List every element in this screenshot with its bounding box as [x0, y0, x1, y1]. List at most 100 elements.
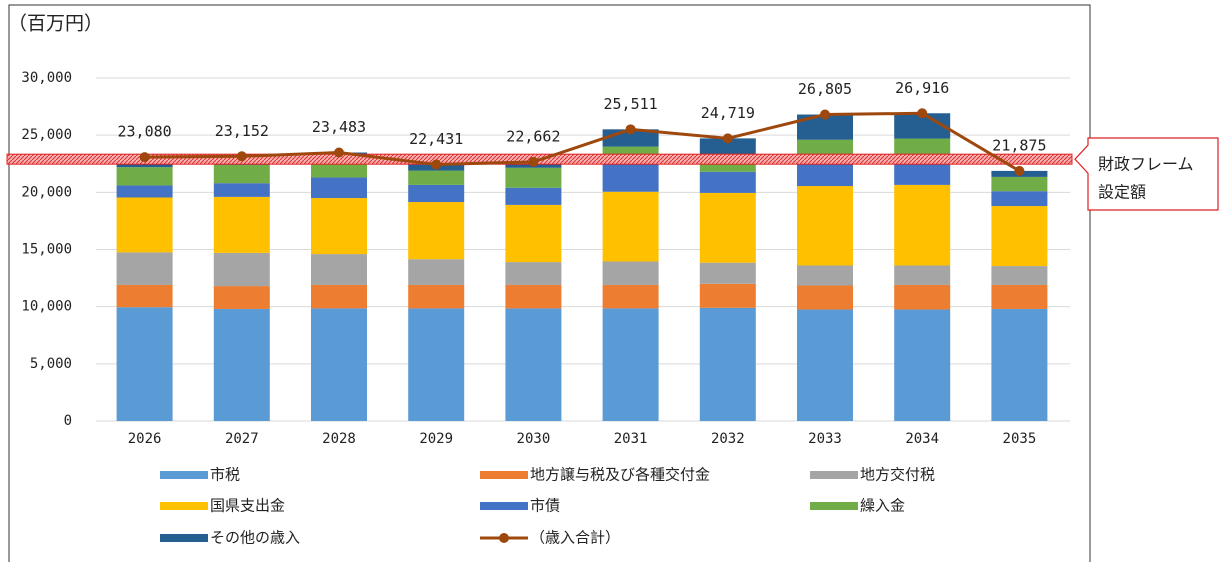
- bar-segment: [797, 186, 853, 266]
- total-point: [431, 159, 442, 170]
- legend-label: 地方交付税: [860, 466, 935, 484]
- bar-segment: [991, 176, 1048, 192]
- bar-segment: [699, 138, 756, 159]
- bar-segment: [408, 184, 465, 203]
- data-label: 23,080: [118, 123, 172, 141]
- total-point: [139, 152, 150, 163]
- legend-swatch: [160, 502, 208, 510]
- callout-text: 設定額: [1098, 183, 1146, 202]
- y-tick-label: 15,000: [21, 242, 72, 258]
- y-tick-label: 5,000: [30, 356, 72, 372]
- y-tick-label: 20,000: [21, 184, 72, 200]
- data-label: 22,431: [409, 130, 463, 148]
- legend-label: 地方譲与税及び各種交付金: [530, 466, 710, 484]
- legend-swatch: [160, 471, 208, 479]
- legend-label: その他の歳入: [210, 529, 300, 547]
- bar-segment: [602, 146, 659, 159]
- total-point: [528, 156, 539, 167]
- bar-segment: [408, 259, 465, 285]
- bar-segment: [213, 183, 270, 197]
- bar-segment: [991, 284, 1048, 309]
- legend-label: 国県支出金: [210, 497, 285, 515]
- total-point: [820, 109, 830, 120]
- callout-text: 財政フレーム: [1098, 155, 1194, 174]
- x-tick-label: 2031: [614, 431, 648, 447]
- bar-segment: [991, 308, 1048, 421]
- bar-segment: [116, 197, 173, 253]
- legend-swatch: [810, 471, 858, 479]
- data-label: 26,916: [895, 79, 949, 97]
- bar-segment: [505, 187, 562, 205]
- bar-segment: [311, 254, 367, 285]
- total-point: [917, 108, 928, 119]
- bar-segment: [894, 184, 951, 266]
- x-tick-label: 2035: [1003, 431, 1037, 447]
- bar-segment: [505, 284, 562, 309]
- bar-segment: [602, 191, 659, 262]
- bar-segment: [797, 285, 853, 310]
- data-label: 22,662: [506, 127, 560, 145]
- bar-segment: [797, 265, 853, 286]
- data-label: 21,875: [992, 136, 1046, 154]
- legend-swatch: [160, 534, 208, 542]
- bar-segment: [213, 286, 270, 309]
- bar-segment: [699, 171, 756, 193]
- data-label: 26,805: [798, 80, 852, 98]
- x-tick-label: 2026: [128, 431, 162, 447]
- bar-segment: [991, 191, 1048, 207]
- bar-segment: [894, 284, 951, 310]
- bar-segment: [408, 284, 465, 309]
- bar-segment: [602, 261, 659, 285]
- x-tick-label: 2028: [322, 431, 356, 447]
- y-tick-label: 25,000: [21, 127, 72, 143]
- x-tick-label: 2032: [711, 431, 745, 447]
- bar-segment: [699, 307, 756, 421]
- legend-swatch: [810, 502, 858, 510]
- bar-segment: [311, 308, 367, 421]
- data-label: 23,483: [312, 118, 366, 136]
- bar-segment: [311, 284, 367, 309]
- bar-segment: [894, 309, 951, 421]
- x-tick-label: 2030: [517, 431, 551, 447]
- legend-label: 市債: [530, 497, 560, 515]
- bar-segment: [213, 196, 270, 253]
- bar-segment: [213, 164, 270, 184]
- data-label: 24,719: [701, 104, 755, 122]
- legend-swatch: [480, 502, 528, 510]
- frame: [8, 4, 1091, 562]
- bar-segment: [311, 177, 367, 199]
- bar-segment: [894, 265, 951, 285]
- bar-segment: [116, 252, 173, 285]
- x-tick-label: 2033: [808, 431, 842, 447]
- total-point: [625, 124, 636, 135]
- bar-segment: [213, 308, 270, 421]
- bar-segment: [699, 283, 756, 308]
- y-tick-label: 0: [64, 413, 72, 429]
- legend-dot: [499, 533, 509, 543]
- legend-swatch: [480, 471, 528, 479]
- bar-segment: [408, 202, 465, 260]
- legend-label: （歳入合計）: [530, 529, 620, 547]
- bar-segment: [408, 170, 465, 185]
- x-tick-label: 2034: [905, 431, 939, 447]
- data-label: 23,152: [215, 122, 269, 140]
- legend-label: 市税: [210, 466, 240, 484]
- y-tick-label: 10,000: [21, 299, 72, 315]
- bar-segment: [213, 252, 270, 287]
- bar-segment: [505, 204, 562, 263]
- bar-segment: [116, 185, 173, 198]
- bar-segment: [991, 206, 1048, 267]
- bar-segment: [505, 167, 562, 188]
- bar-segment: [894, 138, 951, 158]
- bar-segment: [116, 284, 173, 308]
- bar-segment: [602, 284, 659, 309]
- bar-segment: [505, 308, 562, 421]
- legend-label: 繰入金: [860, 497, 905, 515]
- total-point: [334, 147, 344, 158]
- bar-segment: [797, 139, 853, 159]
- bar-segment: [116, 167, 173, 186]
- bar-segment: [311, 162, 367, 178]
- bar-segment: [116, 307, 173, 421]
